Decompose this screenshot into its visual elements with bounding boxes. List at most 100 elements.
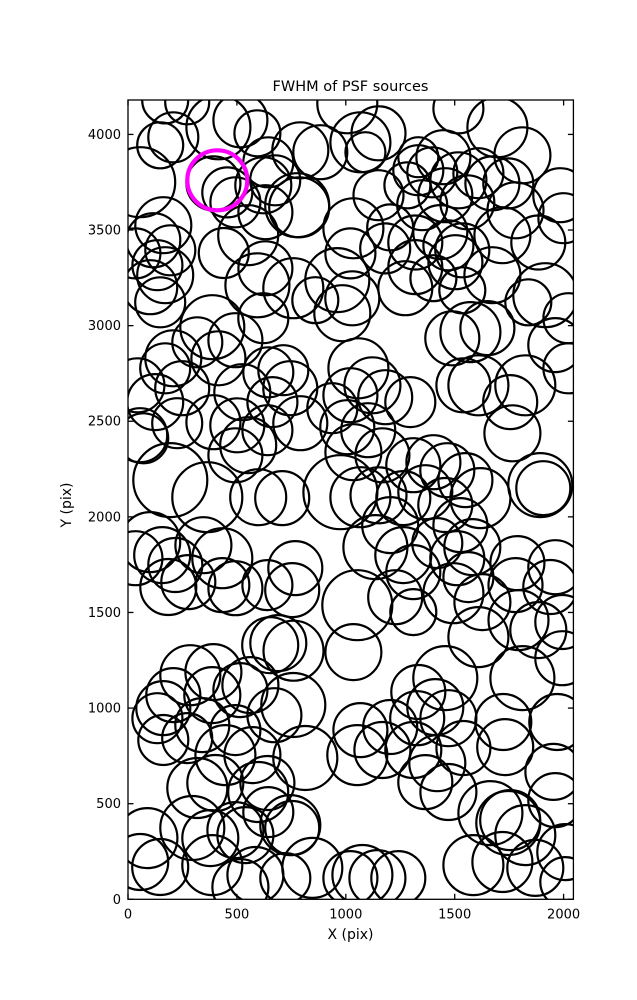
psf-source-circle [197,226,250,280]
psf-source-circle [473,206,532,265]
psf-source-circle [406,677,465,737]
psf-source-circle [207,312,264,369]
psf-source-circle [387,214,444,271]
y-tick-label: 3500 [88,224,121,239]
psf-source-circle [161,711,214,765]
psf-source-circle [262,257,325,320]
psf-source-circle [242,346,295,399]
psf-source-circle [128,807,179,870]
y-tick-label: 1500 [88,606,121,621]
psf-source-circle [194,723,257,787]
psf-source-circle [453,572,512,632]
psf-source-circle [353,720,412,780]
psf-source-circle [367,569,424,626]
psf-source-circle [181,833,244,897]
psf-source-circle [144,224,197,277]
psf-source-circle [221,655,280,715]
psf-source-circle [237,240,294,297]
psf-source-circle [128,412,170,465]
psf-source-circle [397,464,454,521]
psf-source-circle [132,442,209,519]
psf-source-circle [246,687,303,744]
axis-ticks-layer [127,100,574,900]
psf-source-circle [185,394,242,451]
psf-source-circle [237,184,294,241]
psf-source-circle [427,234,484,291]
psf-source-circle [206,800,265,860]
psf-source-circle [359,222,412,275]
y-tick-label: 3000 [88,319,121,334]
psf-source-circle [151,397,204,450]
psf-source-circle [442,833,505,897]
psf-source-circle [136,121,185,170]
psf-source-circle [324,423,383,482]
psf-source-circle [239,754,296,812]
y-tick-label: 1000 [88,702,121,717]
psf-source-circle [361,495,420,555]
x-tick-label: 500 [224,907,249,922]
psf-source-circle [131,239,184,292]
psf-source-circle [332,701,389,759]
psf-source-circle [154,360,211,417]
psf-source-circle [216,805,275,865]
psf-source-circle [412,644,479,712]
psf-source-circle [357,369,414,426]
psf-source-circle [242,785,295,839]
psf-source-circle [217,204,280,267]
psf-source-circle [504,278,553,327]
psf-source-circle [259,852,312,900]
psf-source-circle [385,437,442,494]
psf-source-circle [229,468,288,527]
psf-source-circle [264,561,321,619]
psf-source-circle [139,557,198,617]
psf-source-circle [223,725,282,785]
psf-source-circle [510,214,567,271]
psf-source-circle [190,330,247,387]
psf-source-circle [435,719,492,777]
y-tick-label: 2000 [88,510,121,525]
psf-source-circle [326,723,389,787]
psf-source-circle [527,317,574,374]
psf-source-circle [344,131,387,174]
psf-source-circle [377,260,434,317]
psf-source-circle [370,850,427,900]
psf-source-circle [171,316,224,369]
psf-source-circle [219,416,278,475]
psf-source-circle [534,593,574,651]
psf-source-circle [313,284,372,343]
psf-source-circle [237,292,290,345]
psf-source-circle [324,622,383,682]
y-axis-label: Y (pix) [59,483,75,529]
psf-source-circle [249,613,308,673]
psf-source-circle [181,808,240,868]
psf-source-circle [209,397,266,454]
psf-source-circle [509,600,568,660]
psf-source-circle [319,399,376,456]
psf-source-circle [419,442,476,499]
psf-source-circle [137,713,190,767]
psf-source-circle [406,146,459,199]
psf-source-circle [322,367,379,424]
psf-source-circle [179,294,246,361]
psf-source-circle [352,169,405,222]
psf-source-circle [375,470,432,527]
psf-source-circle [322,197,385,260]
psf-source-circle [437,452,494,509]
psf-source-circle [267,539,324,597]
psf-source-circle [405,434,462,491]
psf-source-circle [147,111,200,164]
psf-source-circle [447,605,510,669]
highlight-circle-layer [185,148,250,213]
psf-source-circle [471,830,534,894]
psf-source-circle [160,553,217,611]
psf-source-circle [134,276,187,329]
psf-source-circle [438,266,487,315]
psf-source-circle [136,246,195,305]
psf-source-circle [534,630,574,687]
psf-source-circle [494,354,557,417]
psf-source-circle [397,753,454,811]
psf-source-circle [459,300,516,357]
psf-source-circle [291,276,340,325]
psf-source-circle [166,756,229,820]
psf-source-circle [262,619,325,682]
